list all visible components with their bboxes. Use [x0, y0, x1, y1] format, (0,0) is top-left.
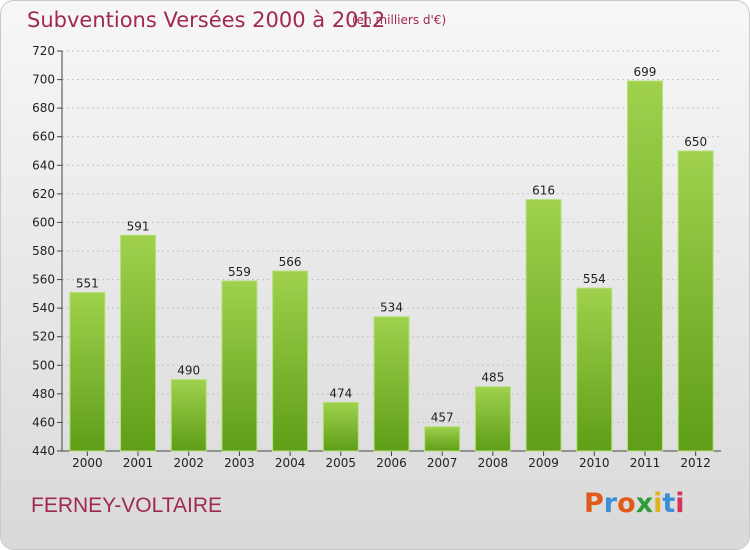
x-tick-label: 2003 — [224, 456, 255, 470]
x-tick-label: 2002 — [173, 456, 204, 470]
y-tick-label: 660 — [32, 130, 55, 144]
logo-letter: P — [584, 488, 604, 519]
logo-letter: x — [635, 488, 654, 519]
data-label: 534 — [380, 301, 403, 315]
data-label: 457 — [431, 411, 454, 425]
data-label: 699 — [634, 65, 657, 79]
data-label: 474 — [329, 386, 352, 400]
y-tick-label: 540 — [32, 301, 55, 315]
logo-letter: i — [675, 488, 685, 519]
x-tick-label: 2004 — [275, 456, 306, 470]
y-tick-label: 560 — [32, 273, 55, 287]
data-label: 616 — [532, 184, 555, 198]
bar — [474, 386, 511, 452]
x-tick-label: 2008 — [478, 456, 509, 470]
chart-title: Subventions Versées 2000 à 2012 — [27, 8, 386, 32]
bar — [525, 199, 562, 452]
proxiti-logo: Proxiti — [584, 488, 685, 519]
bar — [576, 287, 613, 452]
x-tick-label: 2012 — [680, 456, 711, 470]
y-tick-label: 460 — [32, 415, 55, 429]
y-tick-label: 440 — [32, 444, 55, 458]
x-tick-label: 2000 — [72, 456, 103, 470]
logo-letter: o — [617, 488, 636, 519]
logo-letter: r — [603, 488, 618, 519]
bar — [677, 150, 714, 452]
logo-letter: i — [653, 488, 663, 519]
x-tick-label: 2007 — [427, 456, 458, 470]
y-tick-label: 480 — [32, 387, 55, 401]
x-tick-label: 2011 — [630, 456, 661, 470]
logo-letter: t — [662, 488, 676, 519]
x-tick-label: 2006 — [376, 456, 407, 470]
bar — [221, 280, 258, 452]
bar — [120, 234, 157, 452]
data-label: 591 — [127, 219, 150, 233]
bar — [69, 291, 106, 452]
bar — [322, 401, 359, 452]
x-tick-label: 2001 — [123, 456, 154, 470]
chart-subtitle: (en milliers d'€) — [352, 13, 447, 27]
data-label: 559 — [228, 265, 251, 279]
data-label: 485 — [481, 371, 504, 385]
x-tick-label: 2005 — [326, 456, 357, 470]
bar — [424, 426, 461, 452]
data-label: 551 — [76, 276, 99, 290]
bar — [272, 270, 309, 452]
y-tick-label: 620 — [32, 187, 55, 201]
y-tick-label: 580 — [32, 244, 55, 258]
bar — [626, 80, 663, 452]
labels: 440 460 480 500 520 540 560 580 600 620 640 660 680 7… — [32, 44, 711, 470]
y-tick-label: 640 — [32, 158, 55, 172]
place-name: FERNEY-VOLTAIRE — [31, 494, 222, 517]
data-label: 554 — [583, 272, 606, 286]
data-label: 566 — [279, 255, 302, 269]
bars — [69, 80, 714, 452]
y-tick-label: 700 — [32, 73, 55, 87]
y-tick-label: 720 — [32, 44, 55, 58]
bar — [170, 379, 207, 452]
data-label: 650 — [684, 135, 707, 149]
y-tick-label: 520 — [32, 330, 55, 344]
x-tick-label: 2010 — [579, 456, 610, 470]
y-tick-label: 600 — [32, 215, 55, 229]
y-tick-label: 680 — [32, 101, 55, 115]
x-tick-label: 2009 — [528, 456, 559, 470]
bar — [373, 316, 410, 452]
y-tick-label: 500 — [32, 358, 55, 372]
data-label: 490 — [177, 364, 200, 378]
